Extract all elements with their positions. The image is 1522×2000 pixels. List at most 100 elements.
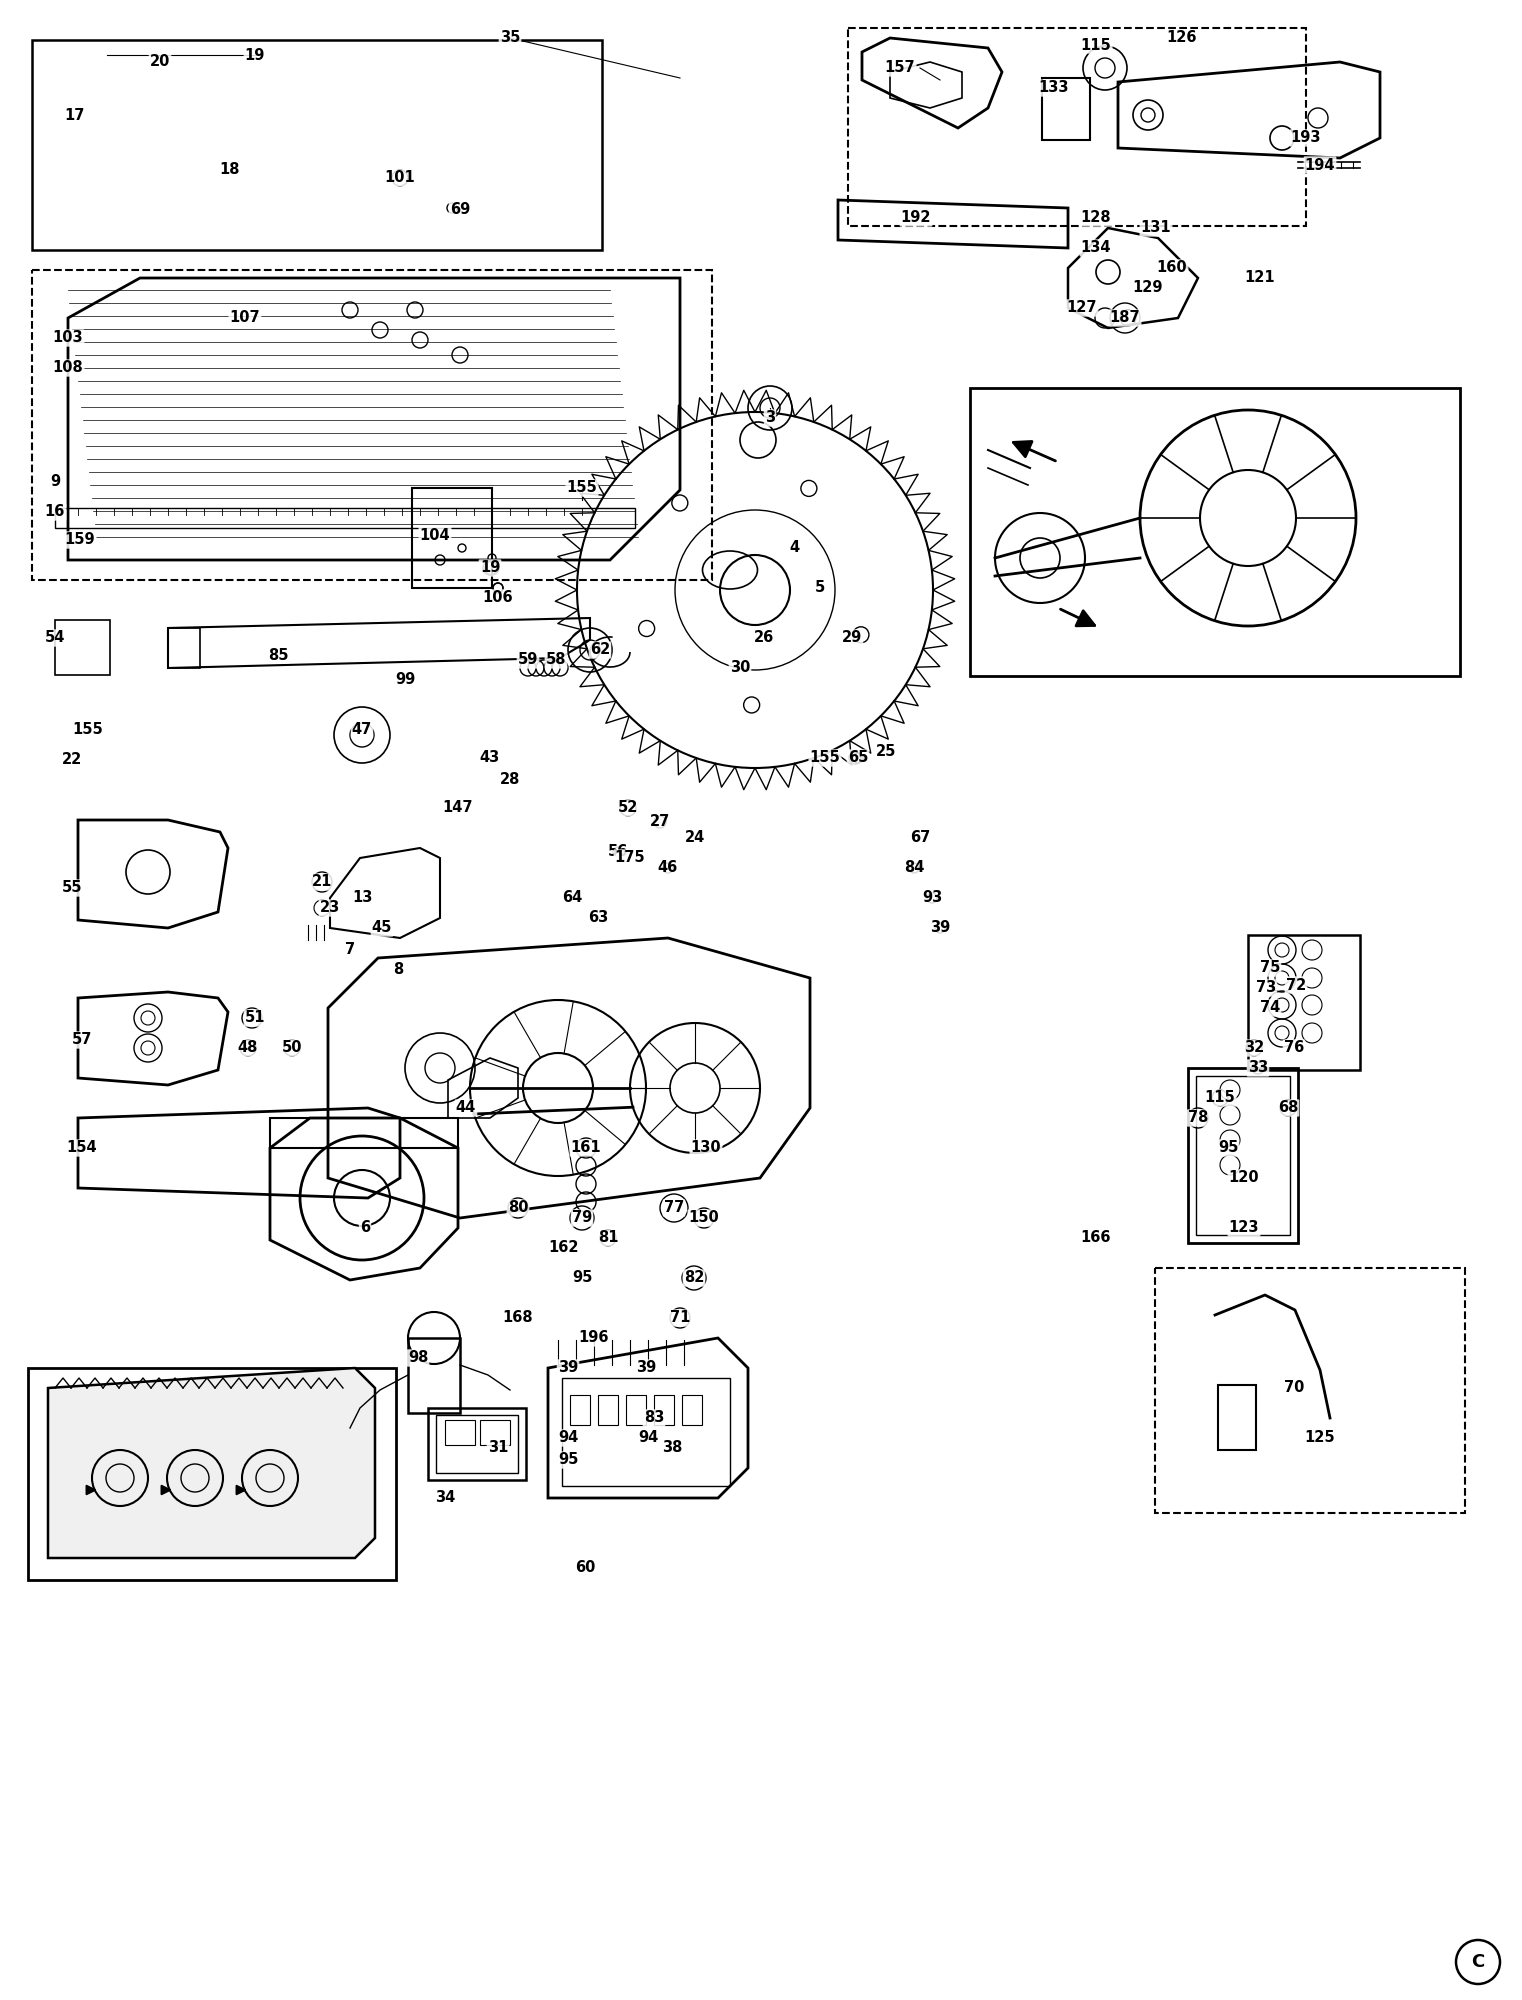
- Text: 23: 23: [320, 900, 339, 916]
- Text: 134: 134: [1081, 240, 1111, 256]
- Text: 125: 125: [1304, 1430, 1335, 1446]
- Text: 39: 39: [559, 1360, 578, 1376]
- Text: 33: 33: [1248, 1060, 1268, 1076]
- Text: 59: 59: [517, 652, 539, 668]
- Bar: [32, 270, 712, 580]
- Text: 30: 30: [731, 660, 750, 676]
- Text: 193: 193: [1291, 130, 1321, 146]
- Text: 64: 64: [562, 890, 581, 906]
- Bar: [32, 40, 603, 250]
- Text: 82: 82: [683, 1270, 705, 1286]
- Text: 45: 45: [371, 920, 393, 936]
- Text: 133: 133: [1038, 80, 1070, 96]
- Text: 25: 25: [875, 744, 896, 760]
- Text: 73: 73: [1256, 980, 1275, 996]
- Text: 74: 74: [1260, 1000, 1280, 1016]
- Bar: [1248, 936, 1361, 1070]
- Text: 71: 71: [670, 1310, 689, 1326]
- Text: 126: 126: [1167, 30, 1198, 46]
- Text: 168: 168: [502, 1310, 533, 1326]
- Text: 192: 192: [901, 210, 931, 226]
- Text: 106: 106: [482, 590, 513, 606]
- Text: 107: 107: [230, 310, 260, 326]
- Text: 67: 67: [910, 830, 930, 846]
- Text: 131: 131: [1140, 220, 1172, 236]
- Bar: [1155, 1268, 1466, 1512]
- Text: 95: 95: [557, 1452, 578, 1468]
- Bar: [408, 1338, 460, 1412]
- Bar: [412, 488, 492, 588]
- Text: 115: 115: [1204, 1090, 1236, 1106]
- Text: 115: 115: [1081, 38, 1111, 52]
- Text: 155: 155: [566, 480, 597, 496]
- Bar: [1043, 78, 1090, 140]
- Text: 18: 18: [219, 162, 240, 178]
- Text: 101: 101: [385, 170, 416, 186]
- Text: 95: 95: [1218, 1140, 1239, 1156]
- Text: 58: 58: [546, 652, 566, 668]
- Text: 78: 78: [1187, 1110, 1208, 1126]
- Bar: [1189, 1068, 1298, 1242]
- Bar: [435, 1416, 517, 1472]
- Text: 129: 129: [1132, 280, 1163, 296]
- Text: 6: 6: [359, 1220, 370, 1236]
- Text: 21: 21: [312, 874, 332, 890]
- Text: 51: 51: [245, 1010, 265, 1026]
- Bar: [654, 1396, 674, 1424]
- Text: 19: 19: [479, 560, 501, 576]
- Text: 60: 60: [575, 1560, 595, 1576]
- Text: 22: 22: [62, 752, 82, 768]
- Text: 79: 79: [572, 1210, 592, 1226]
- Text: 159: 159: [65, 532, 96, 548]
- Text: 35: 35: [499, 30, 521, 46]
- Bar: [562, 1378, 731, 1486]
- Bar: [626, 1396, 645, 1424]
- Text: 57: 57: [72, 1032, 93, 1048]
- Text: 65: 65: [848, 750, 868, 766]
- Bar: [598, 1396, 618, 1424]
- Text: 83: 83: [644, 1410, 664, 1426]
- Bar: [970, 388, 1460, 676]
- Text: 147: 147: [443, 800, 473, 816]
- Bar: [571, 1396, 591, 1424]
- Bar: [682, 1396, 702, 1424]
- Text: 3: 3: [766, 410, 775, 426]
- Text: 194: 194: [1304, 158, 1335, 172]
- Text: 81: 81: [598, 1230, 618, 1246]
- Text: 130: 130: [691, 1140, 721, 1156]
- Text: 27: 27: [650, 814, 670, 830]
- Text: 95: 95: [572, 1270, 592, 1286]
- Text: 99: 99: [394, 672, 416, 688]
- Bar: [848, 28, 1306, 226]
- Text: 166: 166: [1081, 1230, 1111, 1246]
- Text: 187: 187: [1110, 310, 1140, 326]
- Text: 50: 50: [282, 1040, 303, 1056]
- Text: 94: 94: [559, 1430, 578, 1446]
- Text: 69: 69: [451, 202, 470, 218]
- Text: 54: 54: [44, 630, 65, 646]
- Text: 128: 128: [1081, 210, 1111, 226]
- Text: 28: 28: [499, 772, 521, 788]
- Text: 16: 16: [44, 504, 65, 520]
- Text: 39: 39: [930, 920, 950, 936]
- Bar: [1218, 1384, 1256, 1450]
- Text: 77: 77: [664, 1200, 683, 1216]
- Text: 55: 55: [62, 880, 82, 896]
- Text: 123: 123: [1228, 1220, 1259, 1236]
- Text: 162: 162: [549, 1240, 580, 1256]
- Text: 155: 155: [73, 722, 103, 738]
- Text: 70: 70: [1285, 1380, 1304, 1396]
- Text: 62: 62: [591, 642, 610, 658]
- Bar: [55, 620, 110, 676]
- Bar: [428, 1408, 527, 1480]
- Bar: [55, 508, 635, 528]
- Text: 26: 26: [753, 630, 775, 646]
- Text: 175: 175: [615, 850, 645, 866]
- Text: 154: 154: [67, 1140, 97, 1156]
- Text: 103: 103: [53, 330, 84, 346]
- Text: 7: 7: [345, 942, 355, 958]
- Text: 46: 46: [658, 860, 679, 876]
- Text: 120: 120: [1228, 1170, 1259, 1186]
- Bar: [1196, 1076, 1291, 1234]
- Bar: [479, 1420, 510, 1444]
